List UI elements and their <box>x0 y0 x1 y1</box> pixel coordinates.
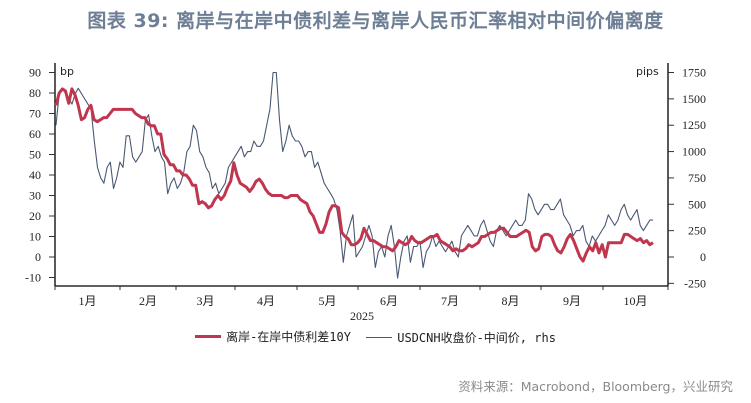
legend-swatch-spread <box>195 335 222 338</box>
legend-swatch-usdcnh <box>366 337 393 338</box>
legend-item-usdcnh: USDCNH收盘价-中间价, rhs <box>366 329 556 346</box>
right-tick-label: 500 <box>688 197 706 211</box>
right-tick-label: 1250 <box>682 118 706 132</box>
month-label: 6月 <box>380 294 398 308</box>
usdcnh-line <box>55 71 653 279</box>
right-tick-label: 1750 <box>682 66 706 80</box>
left-unit-label: bp <box>60 65 74 78</box>
right-tick-label: 1500 <box>682 92 706 106</box>
month-label: 8月 <box>501 294 519 308</box>
spread-line <box>54 87 654 263</box>
year-label: 2025 <box>350 309 374 323</box>
left-tick-label: 80 <box>29 86 41 100</box>
month-label: 5月 <box>318 294 336 308</box>
left-tick-label: 60 <box>29 127 41 141</box>
month-label: 7月 <box>441 294 459 308</box>
left-tick-label: -10 <box>25 271 41 285</box>
left-tick-label: 40 <box>29 168 41 182</box>
right-unit-label: pips <box>636 65 659 78</box>
left-tick-label: 0 <box>35 250 41 264</box>
legend-label-spread: 离岸-在岸中债利差10Y <box>226 330 351 344</box>
left-tick-label: 20 <box>29 209 41 223</box>
month-label: 3月 <box>196 294 214 308</box>
right-tick-label: 750 <box>688 171 706 185</box>
chart-title: 图表 39: 离岸与在岸中债利差与离岸人民币汇率相对中间价偏离度 <box>87 10 664 32</box>
month-label: 4月 <box>257 294 275 308</box>
month-label: 2月 <box>139 294 157 308</box>
left-tick-label: 30 <box>29 189 41 203</box>
right-tick-label: 1000 <box>682 145 706 159</box>
right-tick-label: 0 <box>700 250 706 264</box>
legend: 离岸-在岸中债利差10Y USDCNH收盘价-中间价, rhs <box>0 327 751 346</box>
left-tick-label: 70 <box>29 107 41 121</box>
right-tick-label: 250 <box>688 224 706 238</box>
month-label: 10月 <box>623 294 647 308</box>
left-tick-label: 10 <box>29 230 41 244</box>
right-tick-label: -250 <box>684 276 706 290</box>
axes: 90 80 70 60 50 40 30 20 10 0 -10 1750 1500 1250 1000 75… <box>25 63 706 323</box>
left-tick-label: 50 <box>29 148 41 162</box>
legend-label-usdcnh: USDCNH收盘价-中间价, rhs <box>397 331 556 345</box>
month-label: 9月 <box>563 294 581 308</box>
month-label: 1月 <box>78 294 96 308</box>
source-note: 资料来源：Macrobond，Bloomberg，兴业研究 <box>458 379 733 394</box>
legend-item-spread: 离岸-在岸中债利差10Y <box>195 328 351 345</box>
left-tick-label: 90 <box>29 66 41 80</box>
series-lines <box>54 71 654 279</box>
